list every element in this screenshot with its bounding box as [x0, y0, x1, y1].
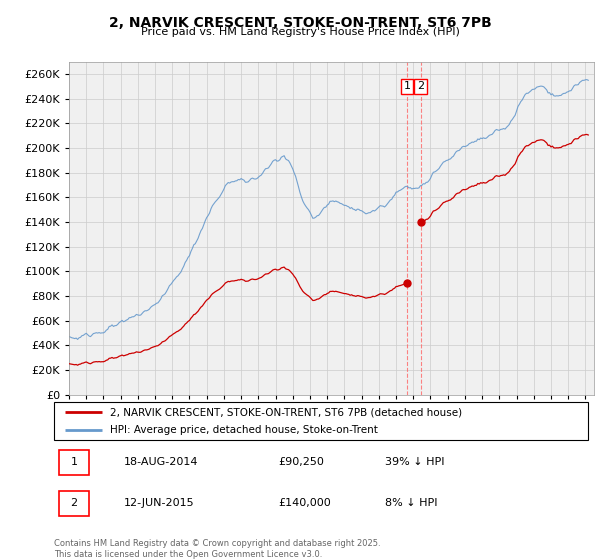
Text: 8% ↓ HPI: 8% ↓ HPI [385, 498, 437, 508]
Text: £140,000: £140,000 [278, 498, 331, 508]
Text: 2, NARVIK CRESCENT, STOKE-ON-TRENT, ST6 7PB: 2, NARVIK CRESCENT, STOKE-ON-TRENT, ST6 … [109, 16, 491, 30]
Text: 12-JUN-2015: 12-JUN-2015 [124, 498, 194, 508]
Bar [59, 491, 89, 516]
Text: 2: 2 [70, 498, 77, 508]
Text: 1: 1 [403, 81, 410, 91]
Text: 39% ↓ HPI: 39% ↓ HPI [385, 458, 445, 468]
Text: 18-AUG-2014: 18-AUG-2014 [124, 458, 198, 468]
Text: 2: 2 [417, 81, 424, 91]
Text: Price paid vs. HM Land Registry's House Price Index (HPI): Price paid vs. HM Land Registry's House … [140, 27, 460, 37]
Text: HPI: Average price, detached house, Stoke-on-Trent: HPI: Average price, detached house, Stok… [110, 425, 378, 435]
Bar [59, 450, 89, 475]
Text: 2, NARVIK CRESCENT, STOKE-ON-TRENT, ST6 7PB (detached house): 2, NARVIK CRESCENT, STOKE-ON-TRENT, ST6 … [110, 407, 462, 417]
Text: Contains HM Land Registry data © Crown copyright and database right 2025.
This d: Contains HM Land Registry data © Crown c… [54, 539, 380, 559]
Text: £90,250: £90,250 [278, 458, 324, 468]
Text: 1: 1 [71, 458, 77, 468]
